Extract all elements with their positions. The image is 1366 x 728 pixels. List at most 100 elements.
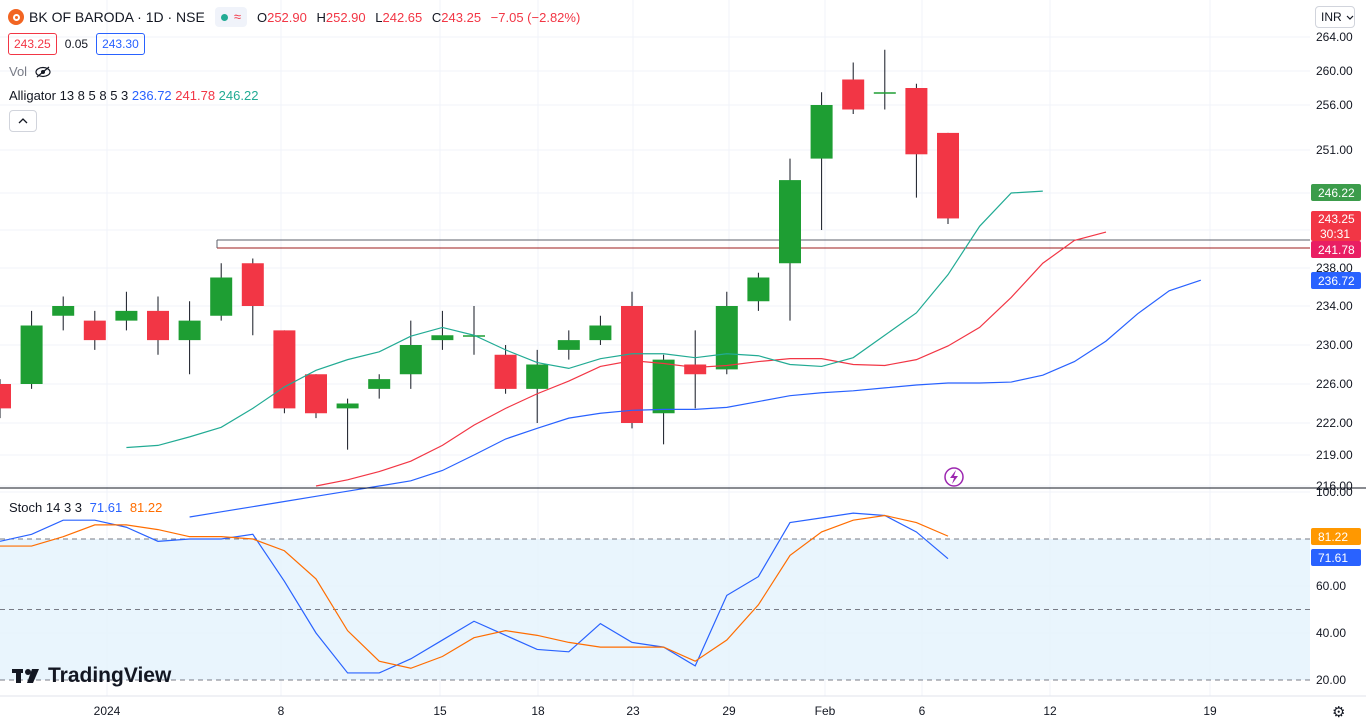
candle-body <box>463 335 485 337</box>
candle-body <box>494 354 517 389</box>
high-label: H <box>316 9 326 25</box>
time-tick-label: 19 <box>1203 704 1217 718</box>
price-tick-label: 238.00 <box>1316 261 1353 275</box>
candle[interactable] <box>747 272 770 311</box>
candle-body <box>652 359 675 414</box>
candle-body <box>178 320 201 341</box>
stoch-k-line <box>0 512 949 674</box>
time-tick-label: 8 <box>278 704 285 718</box>
candle[interactable] <box>431 310 454 350</box>
stoch-d-line <box>0 514 949 669</box>
candle[interactable] <box>368 374 391 399</box>
candle-body <box>147 310 169 341</box>
price-tick-label: 230.00 <box>1316 338 1353 352</box>
candle[interactable] <box>810 92 833 230</box>
candle[interactable] <box>463 306 485 355</box>
price-tick-label: 264.00 <box>1316 30 1353 44</box>
close-value: 243.25 <box>441 9 482 25</box>
stoch-tick-label: 20.00 <box>1316 673 1346 687</box>
candle-body <box>305 374 327 414</box>
settings-gear-icon[interactable]: ⚙ <box>1332 704 1346 721</box>
candle[interactable] <box>305 374 327 419</box>
lightning-icon[interactable] <box>944 467 964 487</box>
candle-body <box>0 384 11 409</box>
scale-label-text: 241.78 <box>1318 243 1355 257</box>
candle-body <box>747 277 770 302</box>
collapse-legend-button[interactable] <box>9 110 37 132</box>
candle[interactable] <box>526 349 549 423</box>
alligator-jaw-line <box>189 279 1201 518</box>
stoch-tick-label: 60.00 <box>1316 579 1346 593</box>
candle-body <box>273 330 296 409</box>
candle[interactable] <box>779 158 801 321</box>
candle[interactable] <box>178 301 201 375</box>
eye-hidden-icon[interactable] <box>35 66 51 78</box>
candle[interactable] <box>241 258 264 336</box>
low-value: 242.65 <box>382 9 423 25</box>
wave-icon: ≈ <box>233 9 241 24</box>
stoch-legend[interactable]: Stoch 14 3 3 71.61 81.22 <box>9 500 162 515</box>
candle-body <box>431 335 454 341</box>
candle[interactable] <box>557 330 580 360</box>
candle[interactable] <box>842 62 865 115</box>
candle[interactable] <box>273 330 296 414</box>
candle[interactable] <box>589 315 612 345</box>
sell-price-button[interactable]: 243.25 <box>8 33 57 55</box>
candle-body <box>779 180 801 264</box>
alligator-legend[interactable]: Alligator 13 8 5 8 5 3 236.72 241.78 246… <box>9 88 258 103</box>
open-label: O <box>256 9 268 25</box>
stoch-lines <box>0 512 949 674</box>
candle[interactable] <box>399 320 422 389</box>
candle[interactable] <box>715 291 738 375</box>
candle-body <box>842 79 865 110</box>
candle[interactable] <box>20 310 43 389</box>
alligator-teeth-value: 241.78 <box>175 88 216 103</box>
candle[interactable] <box>115 291 138 331</box>
candle-body <box>810 105 833 159</box>
currency-selector[interactable]: INR <box>1315 6 1355 28</box>
quote-row: 243.25 0.05 243.30 <box>8 33 145 55</box>
stoch-d-scale-label: 81.22 <box>1311 528 1361 545</box>
volume-indicator[interactable]: Vol <box>9 64 51 79</box>
market-status-pill[interactable]: ≈ <box>214 7 247 27</box>
candle[interactable] <box>336 398 359 450</box>
tradingview-logo[interactable]: TradingView <box>12 664 171 688</box>
candle-body <box>873 92 896 94</box>
candle[interactable] <box>147 296 169 355</box>
price-tick-label: 251.00 <box>1316 143 1353 157</box>
brand-name: TradingView <box>48 664 172 687</box>
candle[interactable] <box>652 354 675 445</box>
bank-logo-icon <box>8 9 24 25</box>
candle[interactable] <box>210 263 233 321</box>
candle[interactable] <box>0 379 11 419</box>
stoch-label: Stoch <box>9 500 43 515</box>
alligator-teeth-line <box>315 231 1107 487</box>
time-tick-label: 12 <box>1043 704 1057 718</box>
scale-label-text: 71.61 <box>1318 551 1348 565</box>
buy-price-button[interactable]: 243.30 <box>96 33 145 55</box>
candle-body <box>684 364 707 375</box>
alligator-lips-value: 246.22 <box>218 88 259 103</box>
candle[interactable] <box>83 310 106 350</box>
candle[interactable] <box>905 83 928 198</box>
alligator-jaw-value: 236.72 <box>131 88 172 103</box>
candle[interactable] <box>494 345 517 394</box>
close-label: C <box>431 9 442 25</box>
candle[interactable] <box>684 330 707 409</box>
candles[interactable] <box>0 49 959 450</box>
price-scale[interactable] <box>1310 0 1366 728</box>
teeth-scale-label: 241.78 <box>1311 241 1361 258</box>
candle-body <box>937 132 959 219</box>
alligator-params: 13 8 5 8 5 3 <box>59 88 129 103</box>
candle-body <box>20 325 43 384</box>
symbol-title[interactable]: BK OF BARODA · 1D · NSE <box>29 9 205 25</box>
candle-body <box>621 306 643 423</box>
alligator-lips-line <box>126 190 1043 449</box>
candle[interactable] <box>52 296 75 331</box>
time-tick-label: 15 <box>433 704 447 718</box>
candle[interactable] <box>937 132 959 224</box>
candle[interactable] <box>873 49 896 110</box>
